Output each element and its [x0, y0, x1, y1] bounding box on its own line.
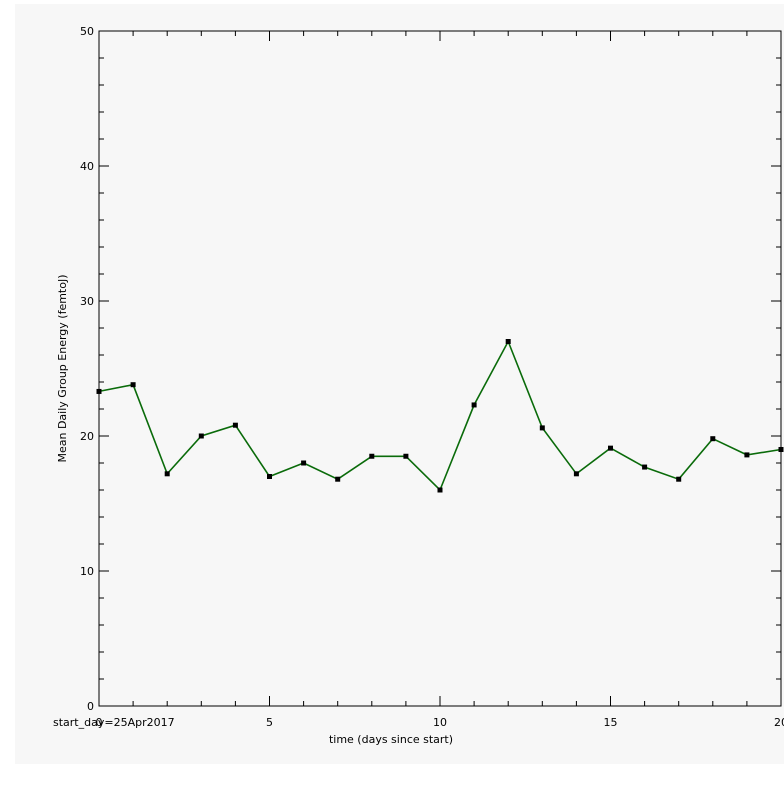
- minor-ticks: [99, 31, 781, 706]
- data-point: [744, 452, 750, 458]
- data-point: [642, 464, 648, 470]
- data-point: [301, 460, 307, 466]
- y-tick-label: 50: [80, 25, 94, 38]
- x-tick-label: 0: [96, 716, 103, 729]
- x-tick-label: 20: [774, 716, 784, 729]
- data-point: [539, 425, 545, 431]
- series-line: [98, 339, 782, 492]
- data-markers: [96, 339, 784, 493]
- plot-background: [15, 4, 784, 764]
- y-tick-label: 40: [80, 160, 94, 173]
- data-point: [403, 453, 409, 459]
- plot-frame: [98, 30, 782, 707]
- data-point: [608, 445, 613, 451]
- data-point: [369, 453, 375, 459]
- data-point: [676, 476, 682, 482]
- x-axis-title: time (days since start): [329, 733, 453, 746]
- data-point: [198, 433, 204, 439]
- data-point: [96, 388, 102, 394]
- x-tick-label: 10: [433, 716, 447, 729]
- data-point: [710, 436, 716, 442]
- data-point: [573, 471, 579, 477]
- data-point: [505, 339, 511, 344]
- data-point: [232, 422, 238, 428]
- x-tick-label: 5: [266, 716, 273, 729]
- start-day-annotation: start_day=25Apr2017: [53, 716, 175, 729]
- x-tick-labels: 0 5 10 15 20: [96, 716, 784, 729]
- data-point: [437, 487, 443, 493]
- y-tick-label: 0: [87, 700, 94, 713]
- data-point: [778, 447, 784, 452]
- data-point: [335, 476, 341, 482]
- y-tick-label: 20: [80, 430, 94, 443]
- y-tick-label: 30: [80, 295, 94, 308]
- x-tick-label: 15: [604, 716, 618, 729]
- y-tick-label: 10: [80, 565, 94, 578]
- y-axis-title: Mean Daily Group Energy (femtoJ): [56, 274, 69, 462]
- data-point: [267, 474, 272, 479]
- data-point: [130, 382, 136, 388]
- y-tick-labels: 0 10 20 30 40 50: [80, 25, 94, 713]
- data-point: [164, 471, 170, 477]
- major-ticks: [98, 30, 782, 707]
- data-point: [471, 402, 477, 408]
